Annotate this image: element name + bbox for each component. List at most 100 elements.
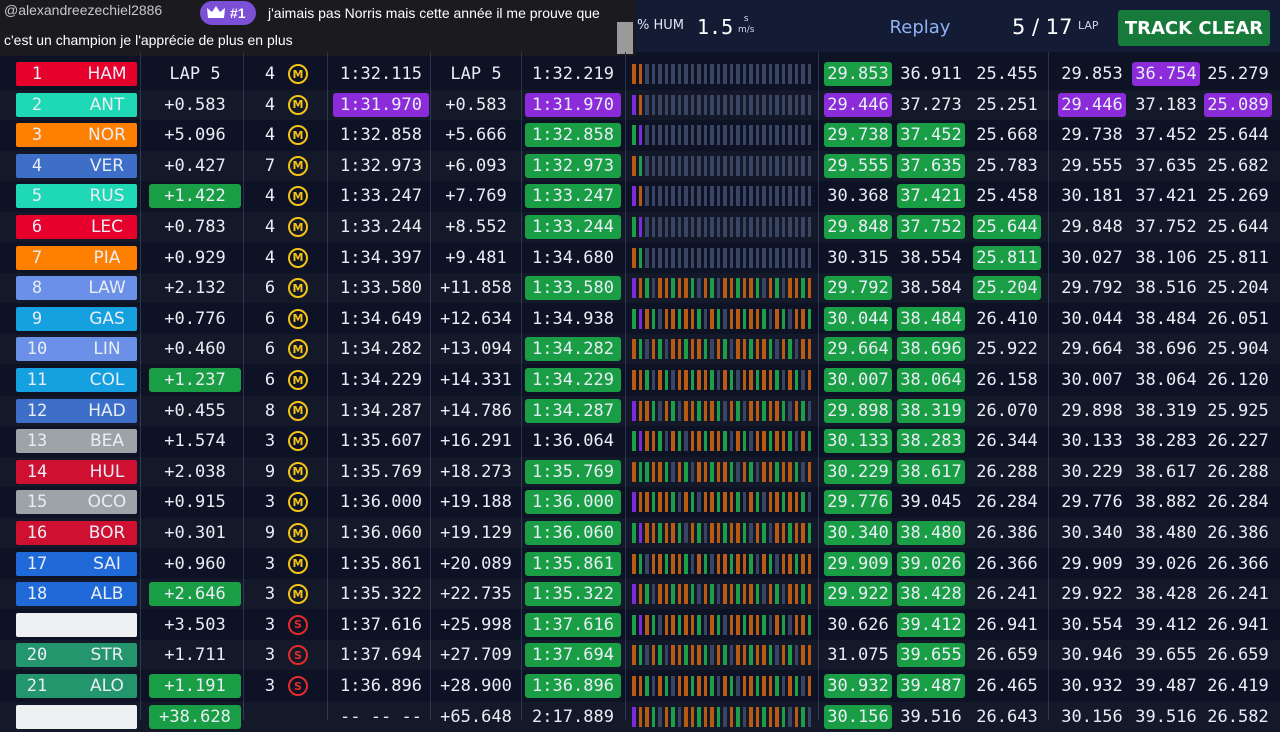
sector-time: 29.446 [824,92,892,117]
mini-sector [755,125,759,146]
mini-sector [684,308,688,329]
mini-sector [690,125,694,146]
mini-sector [788,155,792,176]
best-lap: 1:34.680 [532,247,614,268]
mini-sector [788,278,792,299]
gap: +0.783 [164,217,226,237]
last-lap: -- -- -- [340,706,422,727]
mini-sector [736,308,740,329]
gap-to-leader: +27.709 [440,645,512,666]
best-lap: 1:32.858 [525,123,621,148]
best-sector: 26.419 [1207,676,1269,696]
mini-sector [710,676,714,696]
mini-sector [690,155,694,176]
best-sector: 26.241 [1207,584,1269,605]
mini-sector [729,94,733,115]
mini-sector [801,125,805,146]
mini-sector [638,64,642,84]
mini-sector [775,431,779,452]
mini-sector [723,523,727,543]
mini-sector [690,461,694,482]
mini-sector [658,614,662,635]
mini-sector [794,461,798,482]
mini-sector [671,461,675,482]
mini-sector [710,186,714,207]
mini-sector [762,125,766,146]
mini-sector [684,278,688,299]
mini-sector [775,308,779,329]
mini-sector [801,186,805,207]
mini-sector [645,523,649,543]
mini-sector [658,523,662,543]
sector-time: 29.555 [824,153,892,178]
last-lap: 1:35.861 [340,553,422,574]
mini-sector [742,461,746,482]
column-separator [521,52,522,720]
best-sector: 30.229 [1061,461,1123,482]
mini-sector [768,339,772,360]
mini-sector [684,370,688,390]
mini-sector [742,370,746,390]
mini-sector [690,64,694,84]
mini-sector [697,308,701,329]
mini-sector [801,676,805,696]
team-box [16,276,137,301]
mini-sector [723,94,727,115]
mini-sector [801,94,805,115]
mini-sector [775,614,779,635]
mini-sector [703,706,707,727]
mini-sector [794,186,798,207]
mini-sector [684,400,688,421]
best-sector: 29.848 [1061,217,1123,237]
column-separator [140,52,141,720]
tyre-compound: M [288,584,308,605]
mini-sector [781,614,785,635]
replay-button[interactable]: Replay [889,17,951,38]
mini-sector [664,94,668,115]
mini-sector [651,64,655,84]
mini-sector [781,339,785,360]
best-sector: 29.446 [1058,92,1126,117]
driver-code: HAD [88,400,126,421]
mini-sector [684,94,688,115]
mini-sector [762,645,766,666]
mini-sector [768,523,772,543]
mini-sector [638,676,642,696]
mini-sector [703,461,707,482]
mini-sector [729,492,733,513]
driver-code: OCO [87,492,127,513]
mini-sector [671,431,675,452]
mini-sector [664,614,668,635]
last-lap: 1:37.616 [340,614,422,635]
mini-sector [697,492,701,513]
mini-sector [684,676,688,696]
position: 7 [31,247,43,268]
mini-sector [781,64,785,84]
mini-sector [645,155,649,176]
mini-sector [788,584,792,605]
mini-sector [723,155,727,176]
mini-sector [794,278,798,299]
mini-sector [755,431,759,452]
mini-sector [638,370,642,390]
mini-sector [697,584,701,605]
mini-sector [768,584,772,605]
mini-sector [684,125,688,146]
column-separator [430,52,431,720]
mini-sector [742,431,746,452]
tyre-compound: M [288,186,308,207]
mini-sector [638,155,642,176]
mini-sector [749,370,753,390]
mini-sector [742,125,746,146]
mini-sector [671,400,675,421]
mini-sector [638,278,642,299]
mini-sector [775,125,779,146]
team-box [16,62,137,86]
team-box [16,306,137,331]
best-lap: 1:34.229 [525,368,621,392]
mini-sector [736,614,740,635]
mini-sector [664,645,668,666]
mini-sector [762,278,766,299]
mini-sector [742,492,746,513]
mini-sector [755,247,759,268]
